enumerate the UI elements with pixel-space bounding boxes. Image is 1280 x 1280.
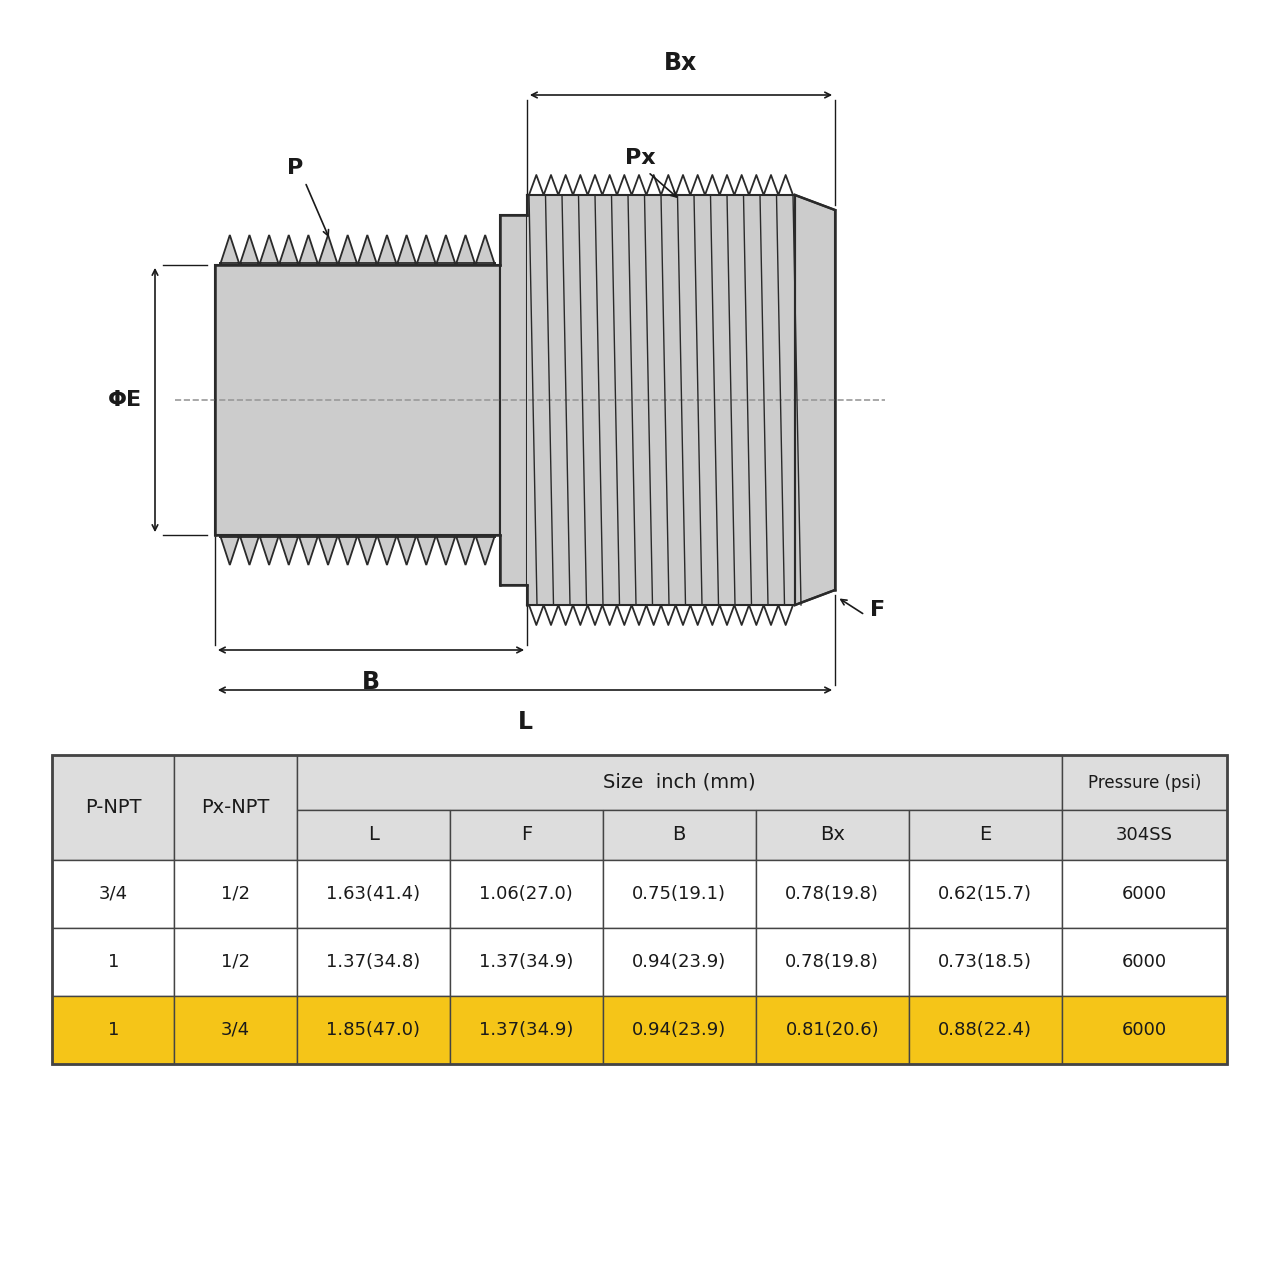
Bar <box>1062 860 1228 928</box>
Bar <box>1062 996 1228 1064</box>
Text: 0.62(15.7): 0.62(15.7) <box>938 884 1032 902</box>
Bar <box>603 860 755 928</box>
Bar <box>297 996 449 1064</box>
Text: 0.94(23.9): 0.94(23.9) <box>632 954 727 972</box>
Bar <box>755 996 909 1064</box>
Bar <box>1062 755 1228 810</box>
Text: 3/4: 3/4 <box>99 884 128 902</box>
Bar <box>297 860 449 928</box>
Text: F: F <box>521 826 532 845</box>
Text: L: L <box>517 710 532 733</box>
Text: 1.85(47.0): 1.85(47.0) <box>326 1021 420 1039</box>
Text: Pressure (psi): Pressure (psi) <box>1088 773 1201 791</box>
Text: E: E <box>979 826 992 845</box>
Polygon shape <box>527 195 795 605</box>
Text: 1: 1 <box>108 954 119 972</box>
Text: Bx: Bx <box>819 826 845 845</box>
Text: 0.94(23.9): 0.94(23.9) <box>632 1021 727 1039</box>
Polygon shape <box>795 195 835 605</box>
Text: B: B <box>362 669 380 694</box>
Text: ΦE: ΦE <box>108 390 142 410</box>
Text: Bx: Bx <box>664 51 698 76</box>
Text: 1.37(34.9): 1.37(34.9) <box>479 954 573 972</box>
Bar <box>449 810 603 860</box>
Text: Size  inch (mm): Size inch (mm) <box>603 773 755 792</box>
Bar <box>174 860 297 928</box>
Bar <box>603 928 755 996</box>
Polygon shape <box>527 195 795 605</box>
Bar <box>909 996 1062 1064</box>
Bar <box>1062 928 1228 996</box>
Bar <box>755 810 909 860</box>
Bar <box>909 928 1062 996</box>
Text: 1: 1 <box>108 1021 119 1039</box>
Text: 0.78(19.8): 0.78(19.8) <box>786 884 879 902</box>
Polygon shape <box>215 265 500 535</box>
Text: 1.63(41.4): 1.63(41.4) <box>326 884 420 902</box>
Bar <box>755 928 909 996</box>
Text: 0.81(20.6): 0.81(20.6) <box>786 1021 879 1039</box>
Text: 6000: 6000 <box>1121 884 1167 902</box>
Text: F: F <box>870 600 886 620</box>
Bar <box>52 996 174 1064</box>
Text: P-NPT: P-NPT <box>84 797 142 817</box>
Text: 3/4: 3/4 <box>221 1021 250 1039</box>
Text: 0.73(18.5): 0.73(18.5) <box>938 954 1032 972</box>
Text: 0.78(19.8): 0.78(19.8) <box>786 954 879 972</box>
Bar <box>52 755 174 860</box>
Bar <box>909 810 1062 860</box>
Text: P: P <box>287 157 303 178</box>
Bar <box>603 996 755 1064</box>
Text: 1.37(34.9): 1.37(34.9) <box>479 1021 573 1039</box>
Bar <box>174 928 297 996</box>
Bar <box>174 996 297 1064</box>
Text: B: B <box>672 826 686 845</box>
Polygon shape <box>500 215 527 585</box>
Bar <box>449 996 603 1064</box>
Bar <box>52 755 1228 1064</box>
Polygon shape <box>220 535 495 564</box>
Text: L: L <box>367 826 379 845</box>
Bar <box>52 860 174 928</box>
Bar <box>52 928 174 996</box>
Text: 1.06(27.0): 1.06(27.0) <box>480 884 573 902</box>
Bar <box>174 755 297 860</box>
Text: Px: Px <box>625 148 655 168</box>
Text: 1/2: 1/2 <box>221 954 250 972</box>
Bar <box>755 860 909 928</box>
Text: 1/2: 1/2 <box>221 884 250 902</box>
Polygon shape <box>220 236 495 265</box>
Bar <box>297 755 1062 810</box>
Text: 0.88(22.4): 0.88(22.4) <box>938 1021 1032 1039</box>
Bar <box>449 928 603 996</box>
Text: Px-NPT: Px-NPT <box>201 797 270 817</box>
Text: 6000: 6000 <box>1121 1021 1167 1039</box>
Text: 6000: 6000 <box>1121 954 1167 972</box>
Bar <box>449 860 603 928</box>
Bar <box>297 928 449 996</box>
Text: 304SS: 304SS <box>1116 826 1172 844</box>
Bar <box>297 810 449 860</box>
Text: 0.75(19.1): 0.75(19.1) <box>632 884 726 902</box>
Bar <box>909 860 1062 928</box>
Text: 1.37(34.8): 1.37(34.8) <box>326 954 420 972</box>
Bar <box>603 810 755 860</box>
Bar <box>1062 810 1228 860</box>
